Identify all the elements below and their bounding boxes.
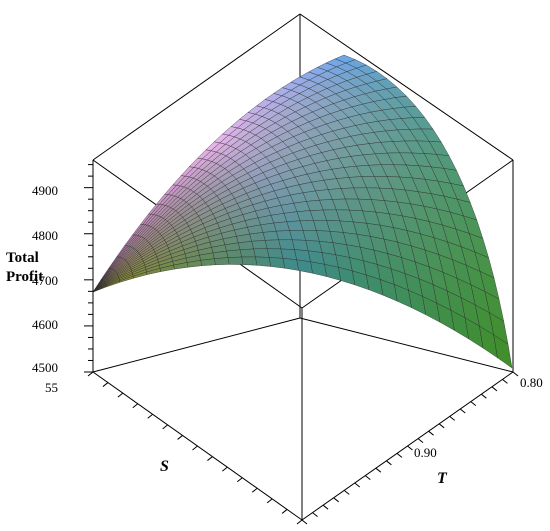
surface-patch	[266, 248, 284, 259]
x-tick	[481, 393, 487, 399]
y-tick	[266, 498, 273, 504]
surface-patch	[255, 256, 272, 267]
y-tick	[147, 413, 154, 419]
surface-patch	[260, 222, 277, 233]
surface-mesh	[92, 54, 513, 369]
surface-patch	[264, 239, 282, 250]
y-tick	[162, 424, 168, 430]
x-tick	[364, 475, 371, 480]
y-tick	[222, 466, 228, 472]
surface-patch	[227, 256, 244, 265]
surface-patch	[493, 334, 513, 369]
z-axis-title-line-1: Total	[6, 250, 39, 266]
surface-patch	[278, 239, 295, 250]
surface-patch	[237, 241, 254, 251]
z-tick-label: 4500	[32, 360, 58, 375]
surface-patch	[253, 248, 270, 258]
x-tick	[428, 430, 434, 436]
surface-patch	[296, 259, 314, 274]
x-tick-label: 0.90	[414, 445, 437, 460]
box-edge	[92, 317, 301, 373]
x-tick	[312, 512, 318, 517]
surface-patch	[214, 257, 230, 266]
y-tick	[236, 477, 243, 483]
y-tick	[207, 456, 213, 461]
box-edge	[299, 13, 514, 161]
x-tick	[407, 445, 413, 451]
x-tick	[375, 467, 382, 473]
surface-patch	[239, 248, 256, 258]
y-tick	[132, 403, 139, 409]
x-tick	[396, 453, 403, 458]
y-tick	[117, 392, 124, 398]
x-tick	[512, 371, 519, 377]
x-tick	[417, 438, 424, 443]
x-tick	[470, 401, 477, 406]
y-tick	[281, 509, 288, 514]
x-tick	[502, 379, 508, 384]
x-tick	[301, 519, 308, 525]
y-tick	[177, 435, 183, 440]
x-tick	[438, 423, 445, 429]
y-tick-label: 55	[45, 380, 58, 395]
surface-patch	[249, 232, 266, 242]
z-tick-label: 4800	[32, 228, 58, 243]
surface-patch	[241, 256, 258, 266]
z-axis-title-line-2: Profit	[6, 269, 43, 285]
x-tick	[491, 386, 498, 392]
x-tick	[322, 504, 329, 510]
y-axis-title: S	[160, 458, 169, 475]
y-tick	[102, 382, 109, 387]
y-tick	[296, 519, 303, 525]
z-tick-label: 4900	[32, 183, 58, 198]
surface-patch	[282, 258, 300, 271]
y-tick	[192, 445, 198, 451]
x-tick	[354, 482, 361, 488]
x-tick	[449, 416, 456, 421]
x-tick	[386, 460, 392, 466]
surface-patch	[226, 249, 243, 258]
surface-patch	[262, 230, 280, 241]
y-tick	[87, 371, 94, 377]
z-tick-label: 4600	[32, 317, 58, 332]
box-edge	[92, 13, 301, 161]
z-tick-label: 4700	[32, 273, 58, 288]
x-tick	[459, 408, 466, 414]
surface-patch	[251, 240, 268, 250]
surface-patch	[268, 257, 286, 269]
x-tick	[343, 490, 350, 495]
axis-ticks	[84, 164, 519, 525]
x-tick-label: 0.80	[520, 375, 543, 390]
y-tick	[251, 487, 258, 493]
x-tick	[333, 497, 339, 503]
x-axis-title: T	[437, 470, 448, 487]
box-edge	[299, 317, 514, 373]
